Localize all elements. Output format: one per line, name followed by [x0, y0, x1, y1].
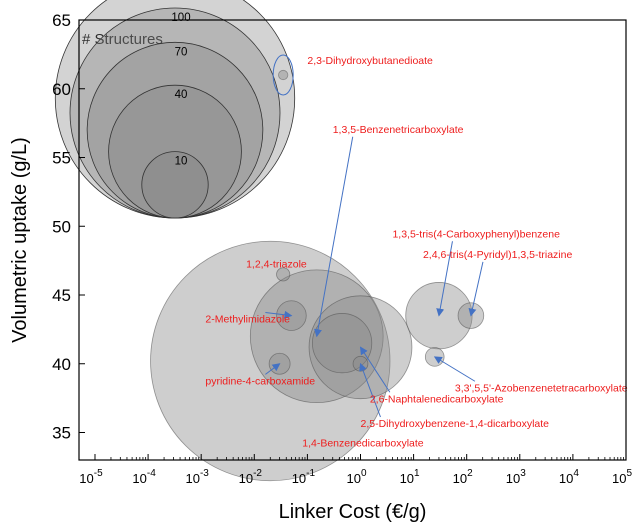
legend-label-10: 10: [175, 156, 188, 168]
annotation-label-11: 2,5-Dihydroxybenzene-1,4-dicarboxylate: [360, 418, 549, 430]
x-tick-label-1: 10-4: [132, 468, 156, 486]
annotation-arrow-10: [433, 356, 476, 382]
annotation-arrow-2: [359, 346, 391, 393]
y-tick-label-6: 65: [52, 11, 71, 30]
annotation-label-5: pyridine-4-carboxamide: [205, 375, 315, 387]
annotation-label-6: 1,2,4-triazole: [246, 259, 307, 271]
y-tick-label-5: 60: [52, 80, 71, 99]
annotation-label-2: 2,6-Naphtalenedicarboxylate: [370, 393, 504, 405]
x-tick-label-2: 10-3: [186, 468, 210, 486]
bubble-11: [278, 69, 289, 81]
annotation-label-10: 3,3',5,5'-Azobenzenetetracarboxylate: [455, 382, 628, 394]
x-tick-label-3: 10-2: [239, 468, 263, 486]
annotation-arrows: [265, 54, 484, 418]
annotation-arrow-8: [436, 241, 453, 317]
annotation-labels: 1,4-Benzenedicarboxylate 1,3,5-Benzenetri…: [205, 55, 627, 449]
annotation-label-0: 1,4-Benzenedicarboxylate: [302, 437, 424, 449]
x-tick-label-8: 103: [506, 468, 526, 486]
x-tick-label-4: 10-1: [292, 468, 316, 486]
annotation-arrow-11: [359, 362, 381, 418]
annotation-label-4: 2-Methylimidazole: [205, 314, 290, 326]
legend-bubble-10: [141, 151, 209, 219]
legend-label-70: 70: [175, 46, 188, 58]
annotation-label-7: 2,3-Dihydroxybutanedioate: [307, 55, 433, 67]
annotation-arrow-4: [265, 310, 293, 319]
x-tick-label-6: 101: [400, 468, 420, 486]
annotation-label-8: 1,3,5-tris(4-Carboxyphenyl)benzene: [392, 228, 560, 240]
legend: # Structures130100704010: [54, 0, 296, 219]
legend-title: # Structures: [82, 31, 163, 48]
legend-label-40: 40: [175, 89, 188, 101]
annotation-arrow-5: [265, 363, 281, 375]
y-tick-label-0: 35: [52, 424, 71, 443]
y-tick-label-1: 40: [52, 355, 71, 374]
y-axis-title: Volumetric uptake (g/L): [9, 137, 31, 343]
x-tick-label-5: 100: [346, 468, 366, 486]
x-tick-label-7: 102: [453, 468, 473, 486]
bubble-0: [150, 240, 391, 482]
y-tick-label-2: 45: [52, 286, 71, 305]
annotation-label-1: 1,3,5-Benzenetricarboxylate: [333, 124, 464, 136]
x-tick-label-0: 10-5: [79, 468, 103, 486]
bubble-10: [276, 267, 291, 282]
x-tick-label-10: 105: [612, 468, 632, 486]
bubble-4: [311, 313, 373, 374]
highlight-ellipse: [272, 54, 294, 96]
legend-label-100: 100: [171, 12, 190, 24]
bubble-6: [457, 302, 485, 329]
y-tick-label-3: 50: [52, 217, 71, 236]
x-axis-title: Linker Cost (€/g): [279, 501, 427, 523]
annotation-arrow-9: [468, 261, 484, 317]
x-tick-label-9: 104: [559, 468, 579, 486]
y-tick-label-4: 55: [52, 149, 71, 168]
annotation-label-9: 2,4,6-tris(4-Pyridyl)1,3,5-triazine: [423, 249, 573, 261]
annotation-arrow-1: [314, 136, 354, 338]
